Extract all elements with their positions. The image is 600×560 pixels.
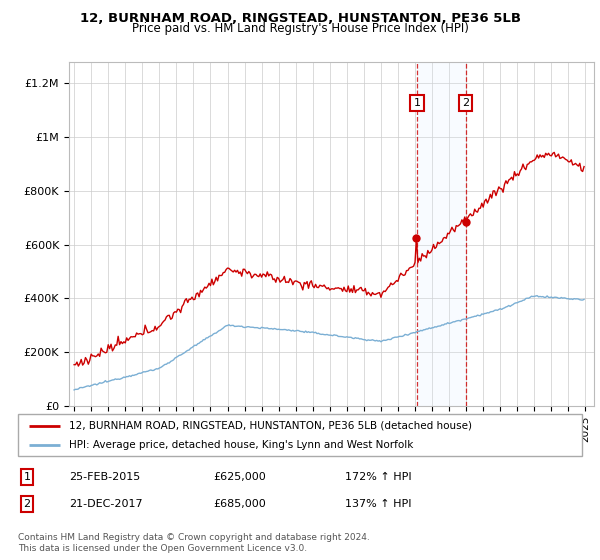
Text: 137% ↑ HPI: 137% ↑ HPI xyxy=(345,499,412,509)
FancyBboxPatch shape xyxy=(18,414,582,456)
Text: Price paid vs. HM Land Registry's House Price Index (HPI): Price paid vs. HM Land Registry's House … xyxy=(131,22,469,35)
Text: HPI: Average price, detached house, King's Lynn and West Norfolk: HPI: Average price, detached house, King… xyxy=(69,440,413,450)
Text: 12, BURNHAM ROAD, RINGSTEAD, HUNSTANTON, PE36 5LB (detached house): 12, BURNHAM ROAD, RINGSTEAD, HUNSTANTON,… xyxy=(69,421,472,431)
Text: 25-FEB-2015: 25-FEB-2015 xyxy=(69,472,140,482)
Text: £685,000: £685,000 xyxy=(213,499,266,509)
Text: 12, BURNHAM ROAD, RINGSTEAD, HUNSTANTON, PE36 5LB: 12, BURNHAM ROAD, RINGSTEAD, HUNSTANTON,… xyxy=(79,12,521,25)
Text: Contains HM Land Registry data © Crown copyright and database right 2024.
This d: Contains HM Land Registry data © Crown c… xyxy=(18,533,370,553)
Text: 1: 1 xyxy=(23,472,31,482)
Text: 2: 2 xyxy=(462,98,469,108)
Text: 1: 1 xyxy=(413,98,421,108)
Text: £625,000: £625,000 xyxy=(213,472,266,482)
Text: 172% ↑ HPI: 172% ↑ HPI xyxy=(345,472,412,482)
Text: 2: 2 xyxy=(23,499,31,509)
Bar xyxy=(417,62,466,406)
Text: 21-DEC-2017: 21-DEC-2017 xyxy=(69,499,143,509)
